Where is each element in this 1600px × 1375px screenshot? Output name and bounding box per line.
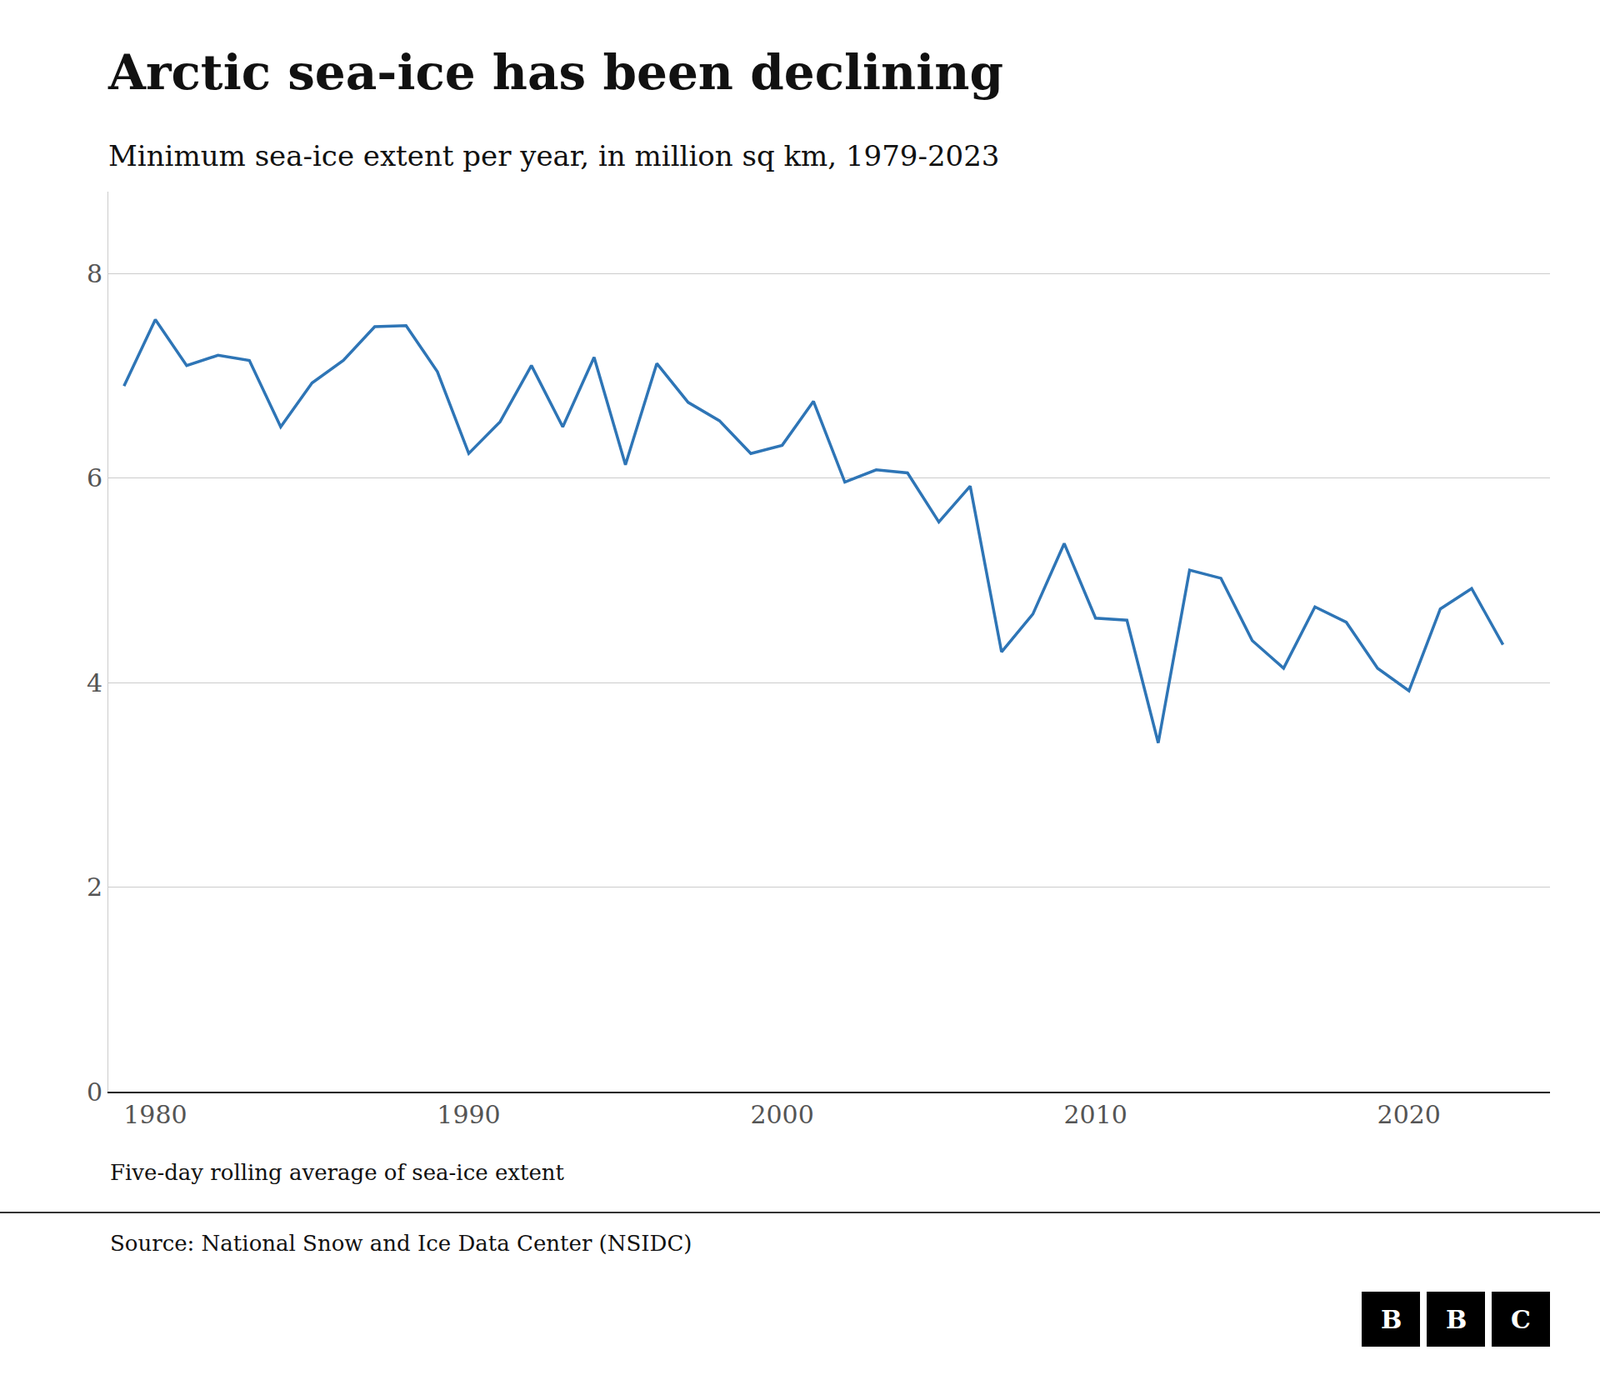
- svg-text:B: B: [1380, 1305, 1402, 1335]
- svg-text:B: B: [1445, 1305, 1467, 1335]
- svg-text:2010: 2010: [1063, 1100, 1127, 1130]
- svg-text:6: 6: [86, 463, 103, 493]
- svg-text:Arctic sea-ice has been declin: Arctic sea-ice has been declining: [107, 44, 1004, 101]
- svg-text:4: 4: [86, 668, 103, 698]
- svg-text:2000: 2000: [750, 1100, 814, 1130]
- svg-text:8: 8: [86, 259, 103, 289]
- svg-text:2: 2: [86, 872, 103, 902]
- svg-text:C: C: [1510, 1305, 1531, 1335]
- svg-text:Five-day rolling average of se: Five-day rolling average of sea-ice exte…: [110, 1160, 565, 1185]
- svg-text:2020: 2020: [1377, 1100, 1441, 1130]
- svg-text:1990: 1990: [436, 1100, 500, 1130]
- svg-text:1980: 1980: [123, 1100, 187, 1130]
- svg-text:Source: National Snow and Ice: Source: National Snow and Ice Data Cente…: [110, 1230, 692, 1256]
- svg-text:0: 0: [86, 1077, 103, 1107]
- svg-text:Minimum sea-ice extent per yea: Minimum sea-ice extent per year, in mill…: [108, 139, 1000, 173]
